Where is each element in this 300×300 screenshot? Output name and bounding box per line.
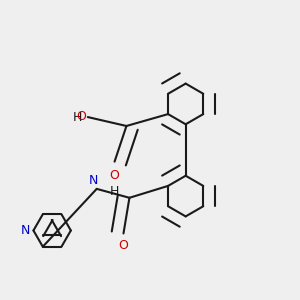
Text: O: O — [110, 169, 119, 182]
Text: H: H — [110, 185, 119, 198]
Text: N: N — [89, 174, 98, 188]
Text: O: O — [76, 110, 86, 123]
Text: O: O — [118, 239, 128, 252]
Text: N: N — [21, 224, 31, 237]
Text: H: H — [73, 111, 82, 124]
